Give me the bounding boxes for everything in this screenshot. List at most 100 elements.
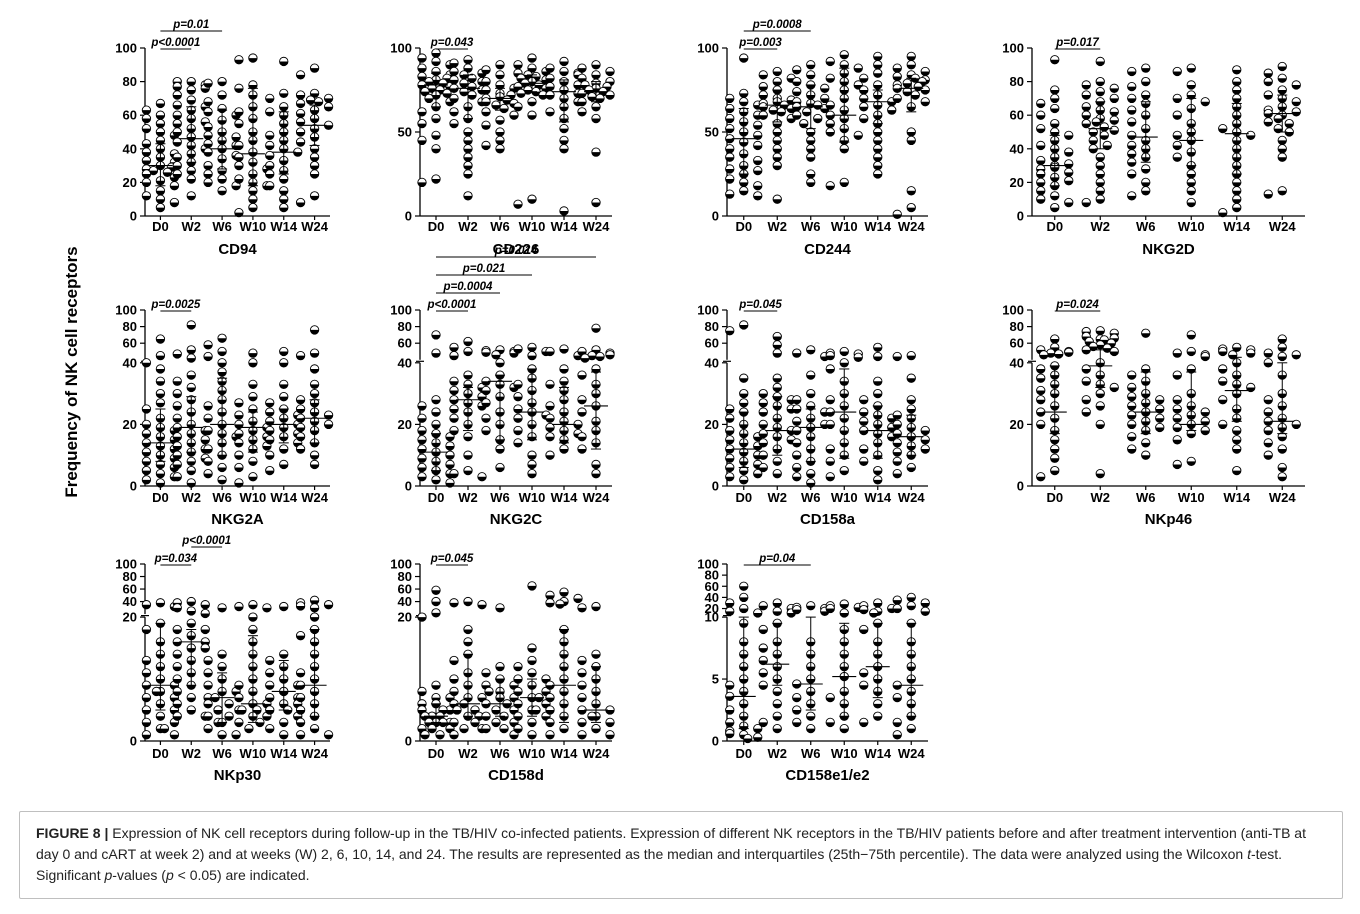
- data-point: [324, 731, 332, 739]
- data-point: [1278, 343, 1286, 351]
- data-point: [1187, 457, 1195, 465]
- data-point: [1082, 91, 1090, 99]
- data-point: [773, 77, 781, 85]
- data-point: [450, 656, 458, 664]
- data-point: [187, 96, 195, 104]
- data-point: [606, 351, 614, 359]
- data-point: [280, 89, 288, 97]
- data-point: [773, 712, 781, 720]
- data-point: [793, 66, 801, 74]
- data-point: [156, 365, 164, 373]
- data-point: [464, 433, 472, 441]
- data-point: [464, 347, 472, 355]
- data-point: [187, 371, 195, 379]
- data-point: [826, 128, 834, 136]
- x-tick-label: W10: [519, 746, 546, 761]
- data-point: [793, 473, 801, 481]
- data-point: [450, 414, 458, 422]
- data-point: [142, 476, 150, 484]
- data-point: [187, 383, 195, 391]
- data-point: [1128, 106, 1136, 114]
- x-tick-label: W24: [898, 219, 926, 234]
- data-point: [1096, 87, 1104, 95]
- data-point: [514, 687, 522, 695]
- data-point: [482, 141, 490, 149]
- data-point: [432, 420, 440, 428]
- data-point: [1247, 131, 1255, 139]
- data-point: [1037, 420, 1045, 428]
- data-point: [1128, 371, 1136, 379]
- data-point: [432, 408, 440, 416]
- data-point: [235, 439, 243, 447]
- data-point: [840, 145, 848, 153]
- x-tick-label: W6: [490, 490, 510, 505]
- data-point: [560, 377, 568, 385]
- panel-title: NKp46: [1145, 511, 1193, 528]
- data-point: [860, 86, 868, 94]
- data-point: [173, 625, 181, 633]
- data-point: [418, 54, 426, 62]
- data-point: [1173, 349, 1181, 357]
- data-point: [726, 729, 734, 737]
- data-point: [460, 79, 468, 87]
- data-point: [1274, 114, 1282, 122]
- data-point: [606, 731, 614, 739]
- data-point: [187, 693, 195, 701]
- data-point: [546, 402, 554, 410]
- data-point: [310, 604, 318, 612]
- data-point: [893, 72, 901, 80]
- data-point: [204, 131, 212, 139]
- x-tick-label: W14: [1223, 490, 1251, 505]
- x-tick-label: W24: [898, 490, 926, 505]
- data-point: [187, 346, 195, 354]
- data-point: [514, 700, 522, 708]
- data-point: [280, 380, 288, 388]
- significance-label: p=0.0008: [752, 19, 803, 31]
- y-tick-label: 20: [398, 417, 412, 432]
- data-point: [592, 114, 600, 122]
- data-point: [807, 479, 815, 487]
- x-tick-label: W2: [768, 746, 788, 761]
- x-tick-label: W10: [1178, 219, 1205, 234]
- data-point: [1173, 111, 1181, 119]
- data-point: [578, 108, 586, 116]
- data-point: [740, 389, 748, 397]
- data-point: [266, 706, 274, 714]
- data-point: [156, 599, 164, 607]
- data-point: [468, 91, 476, 99]
- data-point: [773, 700, 781, 708]
- significance-label: p=0.003: [738, 37, 782, 49]
- data-point: [1142, 187, 1150, 195]
- data-point: [1096, 153, 1104, 161]
- data-point: [173, 377, 181, 385]
- data-point: [578, 718, 586, 726]
- data-point: [1187, 187, 1195, 195]
- data-point: [1110, 347, 1118, 355]
- data-point: [528, 469, 536, 477]
- data-point: [893, 210, 901, 218]
- data-point: [1264, 396, 1272, 404]
- data-point: [201, 609, 209, 617]
- data-point: [450, 343, 458, 351]
- data-point: [249, 349, 257, 357]
- data-point: [1264, 408, 1272, 416]
- data-point: [1142, 91, 1150, 99]
- data-point: [773, 161, 781, 169]
- y-axis-title: Frequency of NK cell receptors: [62, 246, 81, 497]
- data-point: [588, 712, 596, 720]
- data-point: [1278, 335, 1286, 343]
- data-point: [1082, 198, 1090, 206]
- data-point: [592, 148, 600, 156]
- data-point: [1051, 86, 1059, 94]
- data-point: [232, 133, 240, 141]
- data-point: [826, 119, 834, 127]
- data-point: [826, 351, 834, 359]
- data-point: [471, 718, 479, 726]
- data-point: [1201, 426, 1209, 434]
- data-point: [1037, 170, 1045, 178]
- x-tick-label: W24: [898, 746, 926, 761]
- data-point: [1128, 141, 1136, 149]
- data-point: [173, 101, 181, 109]
- data-point: [777, 108, 785, 116]
- y-tick-label: 80: [705, 319, 719, 334]
